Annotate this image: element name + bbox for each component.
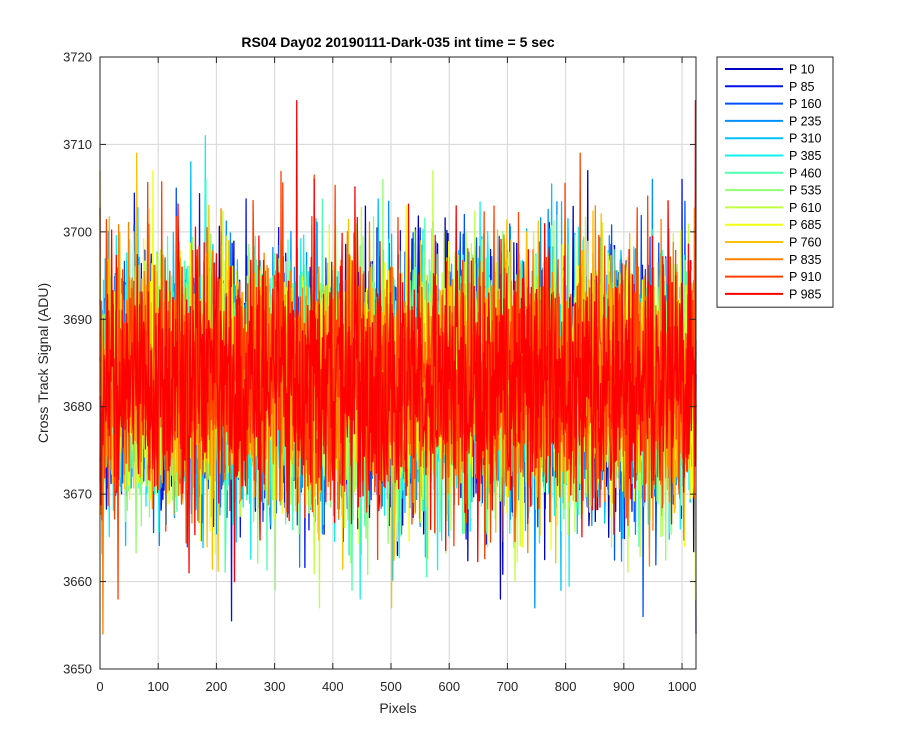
x-tick-label: 1000: [668, 679, 697, 694]
legend-label: P 760: [789, 236, 821, 250]
y-tick-label: 3650: [63, 662, 92, 677]
legend-label: P 310: [789, 132, 821, 146]
y-tick-label: 3710: [63, 137, 92, 152]
x-tick-label: 200: [206, 679, 228, 694]
x-tick-label: 600: [438, 679, 460, 694]
legend-label: P 460: [789, 166, 821, 180]
legend-label: P 610: [789, 201, 821, 215]
x-tick-label: 0: [96, 679, 103, 694]
legend-label: P 835: [789, 253, 821, 267]
y-tick-label: 3680: [63, 399, 92, 414]
y-tick-label: 3660: [63, 574, 92, 589]
axis-ticks: 0 100 200 300 400 500 600 700 800 900 1000 3650 3660…: [63, 50, 696, 695]
legend: P 10 P 85 P 160 P 235 P 310 P 385 P 460 P 535 P …: [716, 56, 834, 308]
legend-label: P 910: [789, 270, 821, 284]
legend-label: P 235: [789, 114, 821, 128]
x-tick-label: 900: [613, 679, 635, 694]
legend-label: P 985: [789, 287, 821, 301]
legend-label: P 85: [789, 80, 815, 94]
y-axis-label: Cross Track Signal (ADU): [35, 283, 51, 443]
chart-title: RS04 Day02 20190111-Dark-035 int time = …: [241, 34, 554, 50]
legend-label: P 535: [789, 184, 821, 198]
series-lines: [99, 100, 697, 635]
legend-label: P 385: [789, 149, 821, 163]
x-tick-label: 800: [555, 679, 577, 694]
plot-area: 0 100 200 300 400 500 600 700 800 900 1000 3650 3660…: [63, 50, 697, 695]
x-tick-label: 300: [264, 679, 286, 694]
series-line-p-985: [99, 100, 697, 583]
x-axis-label: Pixels: [379, 700, 416, 716]
legend-label: P 10: [789, 63, 815, 77]
legend-box: [716, 56, 834, 308]
y-tick-label: 3690: [63, 312, 92, 327]
x-tick-label: 500: [380, 679, 402, 694]
x-tick-label: 400: [322, 679, 344, 694]
axes-box: [99, 56, 697, 670]
x-tick-label: 100: [147, 679, 169, 694]
x-tick-label: 700: [497, 679, 519, 694]
y-tick-label: 3720: [63, 50, 92, 65]
legend-label: P 685: [789, 218, 821, 232]
legend-label: P 160: [789, 97, 821, 111]
y-tick-label: 3670: [63, 487, 92, 502]
y-tick-label: 3700: [63, 224, 92, 239]
